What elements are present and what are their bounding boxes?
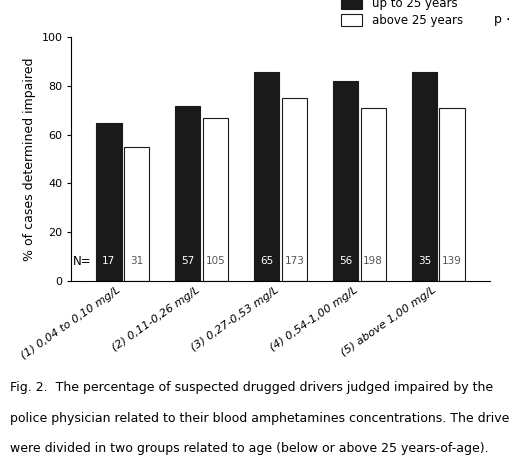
Bar <box>439 108 464 281</box>
Text: 35: 35 <box>417 256 430 266</box>
Text: police physician related to their blood amphetamines concentrations. The drivers: police physician related to their blood … <box>10 412 509 425</box>
Bar <box>411 72 436 281</box>
Bar <box>124 147 149 281</box>
Text: 56: 56 <box>338 256 352 266</box>
Text: Fig. 2.  The percentage of suspected drugged drivers judged impaired by the: Fig. 2. The percentage of suspected drug… <box>10 381 492 395</box>
Bar <box>360 108 385 281</box>
Bar <box>253 72 279 281</box>
Bar <box>175 106 200 281</box>
Text: 139: 139 <box>441 256 461 266</box>
Text: 31: 31 <box>130 256 143 266</box>
Text: 17: 17 <box>102 256 115 266</box>
Text: 105: 105 <box>205 256 225 266</box>
Text: 57: 57 <box>181 256 194 266</box>
Text: 198: 198 <box>362 256 382 266</box>
Y-axis label: % of cases determined impaired: % of cases determined impaired <box>23 58 36 261</box>
Text: 65: 65 <box>260 256 273 266</box>
Legend: up to 25 years, above 25 years: up to 25 years, above 25 years <box>341 0 462 27</box>
Bar <box>281 98 306 281</box>
Text: p < 0.01: p < 0.01 <box>493 13 509 26</box>
Text: were divided in two groups related to age (below or above 25 years-of-age).: were divided in two groups related to ag… <box>10 442 488 455</box>
Bar <box>332 81 357 281</box>
Bar <box>96 123 121 281</box>
Text: 173: 173 <box>284 256 304 266</box>
Bar <box>203 118 228 281</box>
Text: N=: N= <box>72 255 91 268</box>
